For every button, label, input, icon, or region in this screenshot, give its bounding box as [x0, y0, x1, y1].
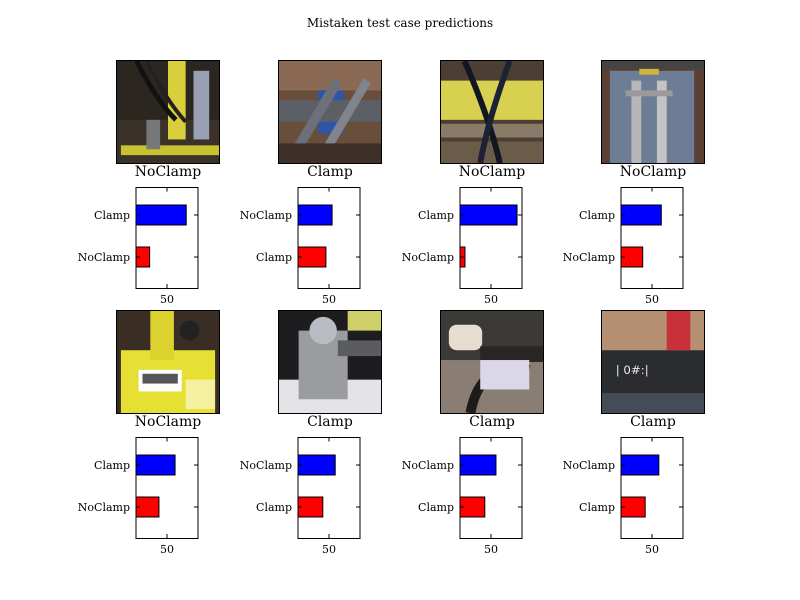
test-image: [116, 60, 220, 164]
axes-frame: [135, 187, 199, 289]
bar-noclamp: [459, 454, 497, 476]
category-label: NoClamp: [78, 501, 130, 514]
true-label-caption: Clamp: [307, 164, 353, 180]
bar-clamp: [459, 204, 518, 226]
true-label-caption: NoClamp: [134, 414, 202, 430]
category-label: NoClamp: [402, 459, 454, 472]
x-tick-label: 50: [322, 293, 336, 306]
x-tick-label: 50: [484, 293, 498, 306]
category-label: NoClamp: [402, 251, 454, 264]
true-label-caption: NoClamp: [458, 164, 526, 180]
axes-frame: [620, 187, 684, 289]
prediction-bar-chart: Clamp NoClamp 50: [78, 187, 199, 306]
category-label: Clamp: [94, 459, 130, 472]
category-label: Clamp: [94, 209, 130, 222]
category-label: Clamp: [256, 501, 292, 514]
x-tick-label: 50: [645, 293, 659, 306]
prediction-bar-chart: Clamp NoClamp 50: [563, 187, 684, 306]
prediction-bar-chart: NoClamp Clamp 50: [402, 437, 523, 556]
bar-noclamp: [297, 204, 333, 226]
figure-title: Mistaken test case predictions: [306, 16, 494, 30]
x-tick-label: 50: [160, 543, 174, 556]
test-image: | 0#:|: [601, 310, 705, 414]
axes-frame: [459, 437, 523, 539]
bar-clamp: [620, 204, 662, 226]
test-image: [116, 310, 220, 414]
category-label: Clamp: [579, 209, 615, 222]
axes-frame: [135, 437, 199, 539]
axes-frame: [459, 187, 523, 289]
x-tick-label: 50: [645, 543, 659, 556]
true-label-caption: Clamp: [307, 414, 353, 430]
category-label: Clamp: [418, 501, 454, 514]
true-label-caption: NoClamp: [134, 164, 202, 180]
category-label: NoClamp: [563, 251, 615, 264]
true-label-caption: NoClamp: [619, 164, 687, 180]
category-label: Clamp: [256, 251, 292, 264]
x-tick-label: 50: [322, 543, 336, 556]
x-tick-label: 50: [484, 543, 498, 556]
prediction-bar-chart: NoClamp Clamp 50: [563, 437, 684, 556]
x-tick-label: 50: [160, 293, 174, 306]
category-label: NoClamp: [240, 209, 292, 222]
category-label: NoClamp: [78, 251, 130, 264]
test-image: [440, 310, 544, 414]
prediction-bar-chart: NoClamp Clamp 50: [240, 437, 361, 556]
axes-frame: [297, 437, 361, 539]
prediction-bar-chart: NoClamp Clamp 50: [240, 187, 361, 306]
category-label: Clamp: [418, 209, 454, 222]
bar-clamp: [297, 246, 327, 268]
bar-clamp: [135, 454, 176, 476]
category-label: NoClamp: [563, 459, 615, 472]
category-label: NoClamp: [240, 459, 292, 472]
test-image: [278, 60, 382, 164]
test-image: [278, 310, 382, 414]
true-label-caption: Clamp: [469, 414, 515, 430]
prediction-bar-chart: Clamp NoClamp 50: [78, 437, 199, 556]
bar-clamp: [135, 204, 187, 226]
test-image: [440, 60, 544, 164]
true-label-caption: Clamp: [630, 414, 676, 430]
svg-text:| 0#:|: | 0#:|: [616, 363, 649, 377]
bar-noclamp: [620, 454, 660, 476]
test-image: [601, 60, 705, 164]
category-label: Clamp: [579, 501, 615, 514]
axes-frame: [620, 437, 684, 539]
axes-frame: [297, 187, 361, 289]
prediction-bar-chart: Clamp NoClamp 50: [402, 187, 523, 306]
bar-noclamp: [297, 454, 336, 476]
